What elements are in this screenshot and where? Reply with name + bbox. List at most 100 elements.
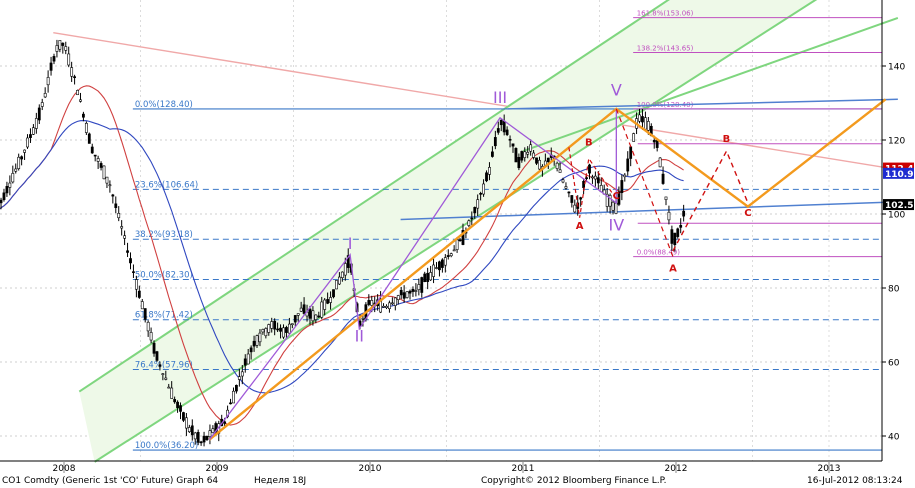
candle-body [255, 335, 259, 346]
security-name: CO1 Comdty (Generic 1st 'CO' Future) Gra… [2, 476, 219, 486]
candle-body [155, 351, 159, 361]
candle-body [388, 302, 391, 310]
candle-body [399, 289, 403, 296]
candle-body [337, 276, 341, 285]
wave-overlay [208, 98, 887, 441]
candle-body [246, 353, 250, 365]
candle-body [229, 402, 232, 405]
candle-body [620, 180, 624, 194]
elliott-wave-path [208, 108, 617, 441]
candle-body [467, 220, 471, 226]
candle-body [570, 195, 574, 203]
candle-body [282, 327, 285, 338]
candle-body [605, 193, 609, 207]
candle-body [79, 99, 82, 102]
candle-body [546, 157, 550, 163]
candle-body [182, 412, 185, 421]
candle-body [343, 263, 347, 276]
candle-body [452, 249, 456, 252]
candle-body [520, 151, 524, 161]
candle-body [235, 384, 238, 392]
wave-label: III [493, 88, 507, 107]
candle-body [126, 250, 129, 253]
candle-body [370, 300, 374, 306]
candle-body [199, 441, 203, 444]
candle-body [287, 323, 291, 334]
candle-body [0, 199, 3, 204]
candle-body [646, 121, 650, 131]
candle-body [5, 186, 9, 194]
candle-body [185, 417, 188, 429]
candle-body [329, 297, 332, 303]
candle-body [320, 301, 324, 318]
candle-body [105, 176, 109, 184]
candle-body [111, 194, 115, 197]
candle-body [20, 156, 24, 160]
candle-body [134, 279, 138, 290]
candle-body [55, 45, 59, 52]
candle-body [579, 197, 583, 200]
candle-body [473, 207, 477, 214]
candle-body [123, 235, 127, 239]
candle-body [461, 230, 465, 245]
candle-body [243, 358, 247, 366]
fib-ext-label: 0.0%(88.49) [637, 249, 681, 257]
candle-body [2, 192, 6, 200]
candle-body [161, 373, 165, 375]
candle-body [326, 299, 330, 304]
y-tick-label: 100 [888, 211, 905, 221]
candle-body [390, 302, 394, 305]
candle-body [40, 102, 44, 107]
candle-body [164, 377, 168, 380]
candle-body [499, 119, 503, 126]
candle-body [455, 239, 459, 250]
candle-body [179, 405, 182, 412]
candle-body [82, 113, 85, 118]
candle-body [129, 258, 132, 264]
candle-body [58, 40, 62, 50]
candle-body [658, 157, 662, 168]
status-bar: CO1 Comdty (Generic 1st 'CO' Future) Gra… [0, 474, 915, 488]
candle-body [26, 137, 29, 148]
candle-body [49, 62, 53, 71]
candle-body [146, 321, 150, 332]
candle-body [73, 76, 76, 79]
top-trendline [507, 98, 898, 110]
candle-body [190, 425, 194, 436]
candle-body [90, 146, 94, 154]
price-tag [883, 199, 914, 211]
candle-body [8, 182, 12, 188]
wave-label: I [348, 234, 353, 253]
fib-label: 61.8%(71.42) [135, 311, 193, 321]
candle-body [240, 371, 244, 377]
timestamp: 16-Jul-2012 08:13:24 [807, 476, 903, 486]
candle-body [585, 177, 588, 179]
candle-body [102, 165, 106, 180]
candle-body [285, 327, 288, 333]
candle-body [652, 140, 656, 143]
abc-label: A [576, 221, 584, 232]
candle-body [411, 288, 415, 292]
abc-correction-2 [672, 149, 749, 252]
resistance-line [53, 32, 898, 171]
abc-label: B [585, 138, 593, 149]
candle-body [170, 387, 174, 399]
fib-ext-label: 138.2%(143.65) [637, 44, 694, 52]
candle-body [158, 364, 162, 367]
candle-body [667, 211, 671, 221]
candle-body [588, 164, 591, 174]
candle-body [526, 152, 530, 155]
candle-body [114, 203, 118, 208]
candle-body [555, 162, 559, 169]
candle-body [673, 232, 677, 246]
candle-body [582, 181, 586, 189]
candle-body [173, 399, 177, 403]
candle-body [205, 435, 209, 441]
candle-body [676, 228, 680, 237]
price-tag-label: 110.99 [885, 170, 915, 180]
candle-body [511, 143, 515, 147]
candle-body [479, 193, 483, 195]
candle-body [591, 176, 594, 179]
candle-body [664, 196, 668, 200]
